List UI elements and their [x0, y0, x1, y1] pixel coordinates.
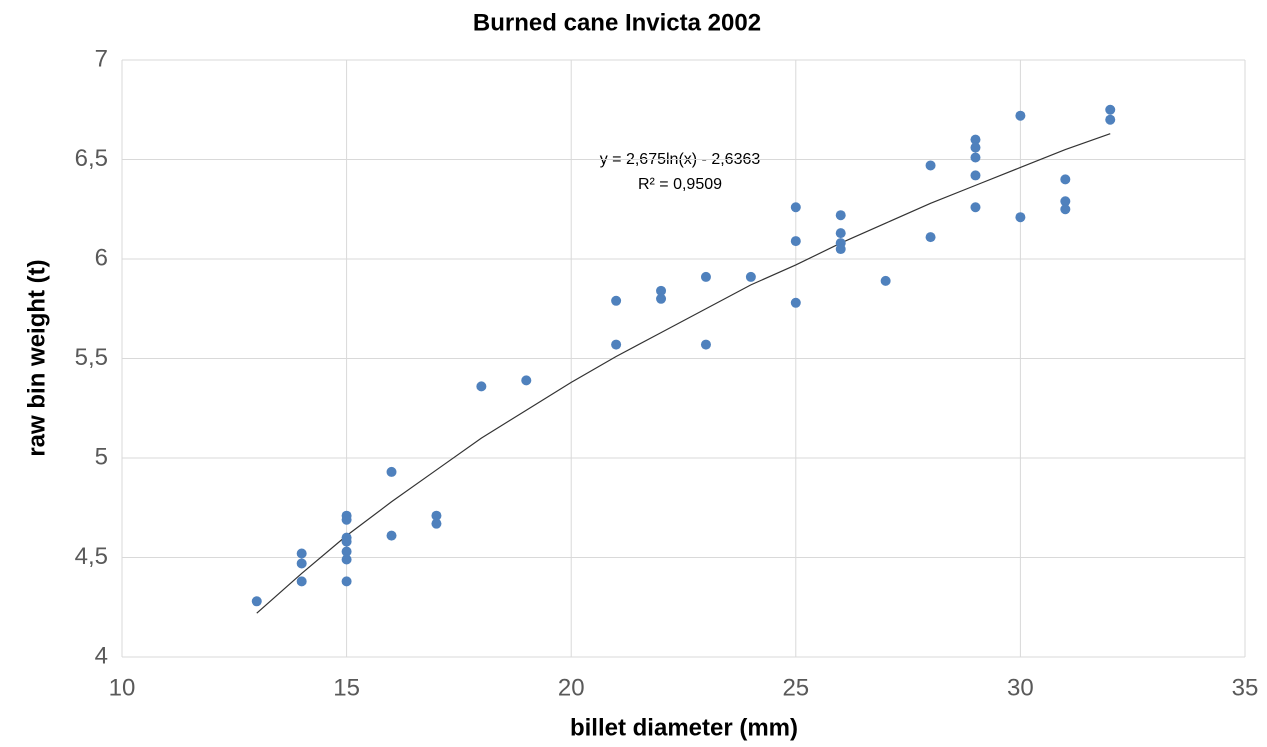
- data-point: [1060, 196, 1071, 207]
- data-point: [925, 232, 936, 243]
- y-tick-label: 6,5: [75, 145, 108, 172]
- y-tick-label: 7: [95, 45, 108, 72]
- data-point: [1015, 110, 1026, 121]
- data-point: [1105, 104, 1116, 115]
- data-point: [925, 160, 936, 171]
- data-point: [970, 134, 981, 145]
- data-point: [296, 548, 307, 559]
- y-tick-label: 4: [95, 642, 108, 669]
- data-point: [611, 339, 622, 350]
- r-squared: R² = 0,9509: [638, 176, 722, 193]
- data-point: [745, 271, 756, 282]
- data-point: [521, 375, 532, 386]
- data-point: [341, 554, 352, 565]
- data-point: [790, 297, 801, 308]
- data-point: [790, 236, 801, 247]
- data-point: [341, 546, 352, 557]
- data-point: [341, 536, 352, 547]
- data-point: [656, 285, 667, 296]
- x-tick-label: 15: [333, 674, 360, 701]
- data-point: [431, 510, 442, 521]
- chart-title: Burned cane Invicta 2002: [473, 9, 761, 36]
- data-point: [476, 381, 487, 392]
- y-tick-label: 5,5: [75, 344, 108, 371]
- data-point: [386, 466, 397, 477]
- data-point: [970, 170, 981, 181]
- trendline: [256, 133, 1111, 614]
- data-point: [1015, 212, 1026, 223]
- data-point: [1060, 204, 1071, 215]
- data-point: [296, 558, 307, 569]
- data-point: [1105, 114, 1116, 125]
- y-tick-label: 6: [95, 244, 108, 271]
- data-point: [700, 339, 711, 350]
- data-point: [341, 576, 352, 587]
- data-point: [341, 514, 352, 525]
- data-point: [1060, 174, 1071, 185]
- data-point: [835, 210, 846, 221]
- data-point: [970, 152, 981, 163]
- y-axis-label: raw bin weight (t): [23, 259, 50, 456]
- data-point: [970, 142, 981, 153]
- data-point: [970, 202, 981, 213]
- x-tick-label: 25: [782, 674, 809, 701]
- data-point: [296, 576, 307, 587]
- x-tick-label: 10: [109, 674, 136, 701]
- y-tick-label: 4,5: [75, 543, 108, 570]
- data-point: [700, 271, 711, 282]
- data-point: [835, 228, 846, 239]
- x-tick-label: 30: [1007, 674, 1034, 701]
- data-point: [386, 530, 397, 541]
- data-point: [431, 518, 442, 529]
- x-axis-label: billet diameter (mm): [570, 714, 798, 741]
- data-point: [611, 295, 622, 306]
- x-tick-label: 20: [558, 674, 585, 701]
- data-point: [880, 275, 891, 286]
- data-point: [251, 596, 262, 607]
- data-point: [656, 293, 667, 304]
- data-point: [790, 202, 801, 213]
- data-point: [835, 244, 846, 255]
- y-tick-label: 5: [95, 443, 108, 470]
- x-tick-label: 35: [1232, 674, 1259, 701]
